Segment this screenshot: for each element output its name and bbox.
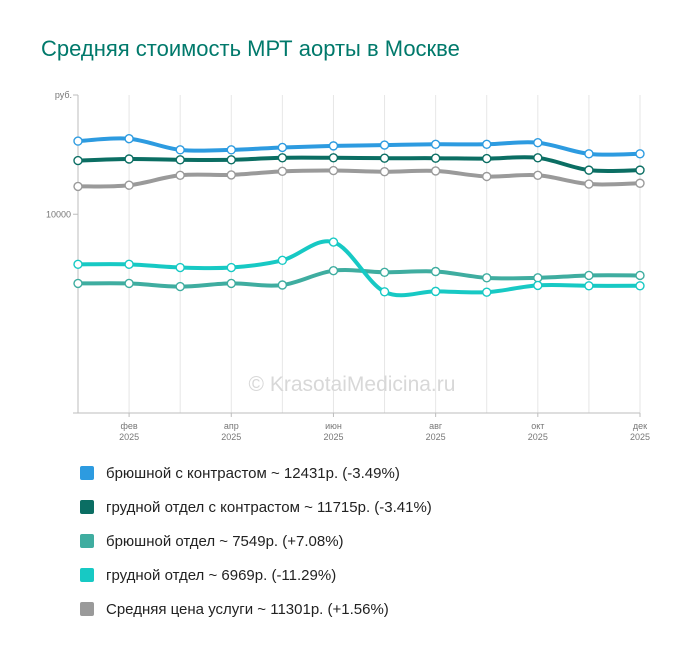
legend-item[interactable]: Средняя цена услуги ~ 11301р. (+1.56%) (80, 598, 432, 620)
data-point[interactable] (379, 140, 390, 150)
data-point[interactable] (73, 181, 83, 192)
data-point[interactable] (226, 278, 236, 289)
x-tick-label-month: фев (120, 421, 137, 431)
data-point[interactable] (430, 139, 441, 149)
legend-item[interactable]: брюшной с контрастом ~ 12431р. (-3.49%) (80, 462, 432, 484)
data-point[interactable] (584, 165, 594, 175)
data-point[interactable] (635, 165, 645, 175)
data-point[interactable] (175, 170, 185, 180)
data-point[interactable] (533, 170, 543, 180)
legend-swatch (80, 602, 94, 616)
legend-item[interactable]: брюшной отдел ~ 7549р. (+7.08%) (80, 530, 432, 552)
data-point[interactable] (430, 266, 441, 277)
chart-legend: брюшной с контрастом ~ 12431р. (-3.49%) г… (80, 462, 432, 632)
data-point[interactable] (175, 262, 185, 273)
x-tick-label-month: дек (633, 421, 647, 431)
data-point[interactable] (124, 278, 134, 289)
legend-label: грудной отдел с контрастом ~ 11715р. (-3… (106, 498, 432, 516)
data-point[interactable] (482, 139, 492, 149)
data-point[interactable] (328, 153, 339, 163)
data-point[interactable] (277, 166, 288, 177)
data-point[interactable] (328, 237, 339, 247)
legend-item[interactable]: грудной отдел с контрастом ~ 11715р. (-3… (80, 496, 432, 518)
x-tick-label-year: 2025 (528, 432, 548, 442)
legend-swatch (80, 466, 94, 480)
data-point[interactable] (482, 287, 492, 297)
data-point[interactable] (73, 136, 83, 146)
series-line-2 (76, 155, 642, 174)
data-point[interactable] (482, 153, 492, 164)
data-point[interactable] (379, 153, 390, 163)
data-point[interactable] (328, 141, 339, 151)
x-tick-label-month: июн (325, 421, 342, 431)
data-point[interactable] (482, 273, 492, 283)
x-tick-label-month: апр (224, 421, 239, 431)
data-point[interactable] (226, 155, 236, 165)
data-point[interactable] (379, 167, 390, 177)
data-point[interactable] (328, 265, 339, 276)
data-point[interactable] (635, 281, 645, 291)
legend-label: брюшной с контрастом ~ 12431р. (-3.49%) (106, 464, 400, 482)
legend-item[interactable]: грудной отдел ~ 6969р. (-11.29%) (80, 564, 432, 586)
data-point[interactable] (73, 259, 83, 270)
data-point[interactable] (533, 137, 543, 148)
data-point[interactable] (635, 270, 645, 281)
data-point[interactable] (584, 179, 594, 189)
data-point[interactable] (124, 180, 134, 190)
data-point[interactable] (533, 153, 543, 163)
data-point[interactable] (124, 259, 134, 270)
data-point[interactable] (226, 145, 236, 155)
data-point[interactable] (226, 170, 236, 180)
data-point[interactable] (73, 278, 83, 289)
legend-swatch (80, 534, 94, 548)
data-point[interactable] (430, 286, 441, 297)
series-line-5 (76, 168, 642, 189)
data-point[interactable] (379, 267, 390, 277)
data-point[interactable] (430, 166, 441, 176)
data-point[interactable] (584, 149, 594, 159)
data-point[interactable] (175, 281, 185, 292)
x-tick-label-year: 2025 (426, 432, 446, 442)
chart-title: Средняя стоимость МРТ аорты в Москве (41, 36, 460, 61)
y-axis-unit-label: руб. (55, 90, 72, 100)
data-point[interactable] (635, 178, 645, 188)
x-tick-label-month: окт (531, 421, 544, 431)
x-tick-label-year: 2025 (221, 432, 241, 442)
x-tick-label-year: 2025 (119, 432, 139, 442)
x-tick-label-year: 2025 (630, 432, 650, 442)
data-point[interactable] (533, 273, 543, 283)
x-tick-label-month: авг (429, 421, 443, 431)
series-line-1 (76, 136, 642, 157)
legend-label: Средняя цена услуги ~ 11301р. (+1.56%) (106, 600, 389, 618)
data-point[interactable] (482, 171, 492, 182)
legend-label: грудной отдел ~ 6969р. (-11.29%) (106, 566, 337, 584)
data-point[interactable] (277, 280, 288, 290)
line-chart: руб.10000фев2025апр2025июн2025авг2025окт… (46, 90, 650, 442)
data-point[interactable] (328, 165, 339, 176)
data-point[interactable] (175, 145, 185, 155)
data-point[interactable] (635, 149, 645, 159)
data-point[interactable] (124, 154, 134, 164)
data-point[interactable] (430, 153, 441, 163)
watermark: © KrasotaiMedicina.ru (249, 373, 456, 396)
data-point[interactable] (584, 270, 594, 281)
data-point[interactable] (584, 281, 594, 291)
legend-swatch (80, 568, 94, 582)
data-point[interactable] (73, 155, 83, 166)
y-tick-label: 10000 (46, 209, 71, 219)
legend-swatch (80, 500, 94, 514)
data-point[interactable] (277, 142, 288, 153)
data-point[interactable] (379, 287, 390, 297)
legend-label: брюшной отдел ~ 7549р. (+7.08%) (106, 532, 344, 550)
data-point[interactable] (226, 262, 236, 273)
data-point[interactable] (277, 255, 288, 266)
data-point[interactable] (124, 134, 134, 144)
x-tick-label-year: 2025 (323, 432, 343, 442)
data-point[interactable] (533, 280, 543, 291)
data-point[interactable] (175, 155, 185, 165)
data-point[interactable] (277, 153, 288, 163)
